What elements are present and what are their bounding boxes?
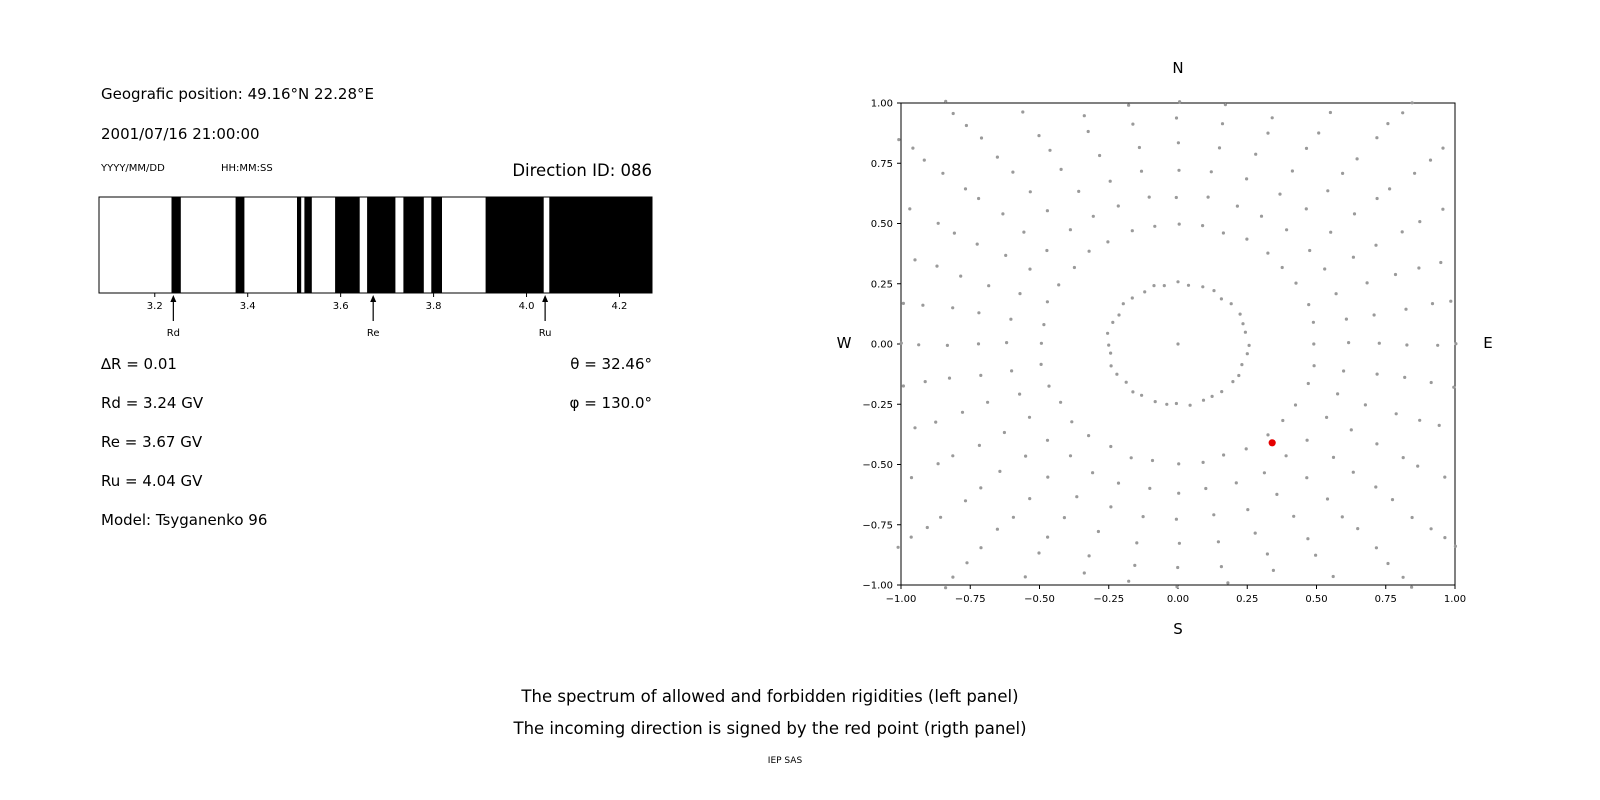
direction-id-label: Direction ID: 086 xyxy=(512,161,652,180)
rigidity-tick-label: 3.6 xyxy=(333,301,349,312)
red-incoming-direction-point xyxy=(1268,439,1276,447)
allowed-band xyxy=(431,197,442,293)
allowed-band xyxy=(485,197,544,293)
y-tick-label: 0.00 xyxy=(871,340,893,351)
x-tick-label: 0.25 xyxy=(1236,594,1258,605)
angle-line: θ = 32.46° xyxy=(570,355,652,373)
rigidity-tick-label: 4.2 xyxy=(612,301,628,312)
cutoff-arrow-rd: Rd xyxy=(167,295,180,339)
x-tick-label: 1.00 xyxy=(1444,594,1466,605)
allowed-band xyxy=(403,197,424,293)
cutoff-arrow-label: Re xyxy=(367,328,380,339)
parameter-line: Ru = 4.04 GV xyxy=(101,472,203,490)
y-tick-label: 0.50 xyxy=(871,219,893,230)
x-tick-label: −0.25 xyxy=(1093,594,1124,605)
caption-line-1: The spectrum of allowed and forbidden ri… xyxy=(521,687,1019,706)
x-tick-label: −0.50 xyxy=(1024,594,1055,605)
parameter-line: Rd = 3.24 GV xyxy=(101,394,204,412)
allowed-band xyxy=(297,197,302,293)
y-tick-label: −0.25 xyxy=(862,400,893,411)
rigidity-tick-label: 3.8 xyxy=(426,301,442,312)
y-tick-label: −1.00 xyxy=(862,581,893,592)
allowed-band xyxy=(171,197,181,293)
rigidity-tick-label: 3.4 xyxy=(240,301,256,312)
rigidity-spectrum-plot: 3.2 3.4 3.6 3.8 4.0 4.2 Rd Re Ru xyxy=(98,196,653,339)
compass-north-label: N xyxy=(1172,59,1184,77)
rigidity-tick-label: 4.0 xyxy=(519,301,535,312)
allowed-band xyxy=(304,197,312,293)
compass-west-label: W xyxy=(836,334,852,352)
parameter-line: Re = 3.67 GV xyxy=(101,433,203,451)
parameter-line: Model: Tsyganenko 96 xyxy=(101,511,268,529)
caption-line-2: The incoming direction is signed by the … xyxy=(513,719,1027,738)
cutoff-arrow-label: Ru xyxy=(539,328,552,339)
y-tick-label: −0.75 xyxy=(862,520,893,531)
y-tick-label: 0.75 xyxy=(871,159,893,170)
parameter-line: ∆R = 0.01 xyxy=(101,355,177,373)
geo-position-text: Geografic position: 49.16°N 22.28°E xyxy=(101,85,374,103)
allowed-band xyxy=(335,197,360,293)
cutoff-arrow-ru: Ru xyxy=(539,295,552,339)
date-format-label: YYYY/MM/DD xyxy=(101,163,165,174)
rigidity-tick-label: 3.2 xyxy=(147,301,163,312)
x-tick-label: −1.00 xyxy=(886,594,917,605)
y-tick-label: 0.25 xyxy=(871,279,893,290)
direction-scatter-plot: −1.00 −0.75 −0.50 −0.25 0.00 0.25 0.50 0.75 1.00… xyxy=(862,99,1466,606)
allowed-band xyxy=(367,197,396,293)
allowed-band xyxy=(235,197,245,293)
x-tick-label: 0.00 xyxy=(1167,594,1189,605)
x-tick-label: 0.50 xyxy=(1305,594,1327,605)
angle-line: φ = 130.0° xyxy=(569,394,652,412)
y-tick-label: −0.50 xyxy=(862,460,893,471)
cutoff-arrow-re: Re xyxy=(367,295,380,339)
direction-grid-dots xyxy=(896,99,1458,590)
credit-label: IEP SAS xyxy=(767,756,803,766)
x-tick-label: 0.75 xyxy=(1375,594,1397,605)
x-tick-label: −0.75 xyxy=(955,594,986,605)
datetime-text: 2001/07/16 21:00:00 xyxy=(101,125,260,143)
time-format-label: HH:MM:SS xyxy=(221,163,273,174)
compass-south-label: S xyxy=(1173,620,1183,638)
allowed-band xyxy=(549,197,652,293)
y-tick-label: 1.00 xyxy=(871,99,893,110)
cutoff-arrow-label: Rd xyxy=(167,328,180,339)
compass-east-label: E xyxy=(1483,334,1493,352)
